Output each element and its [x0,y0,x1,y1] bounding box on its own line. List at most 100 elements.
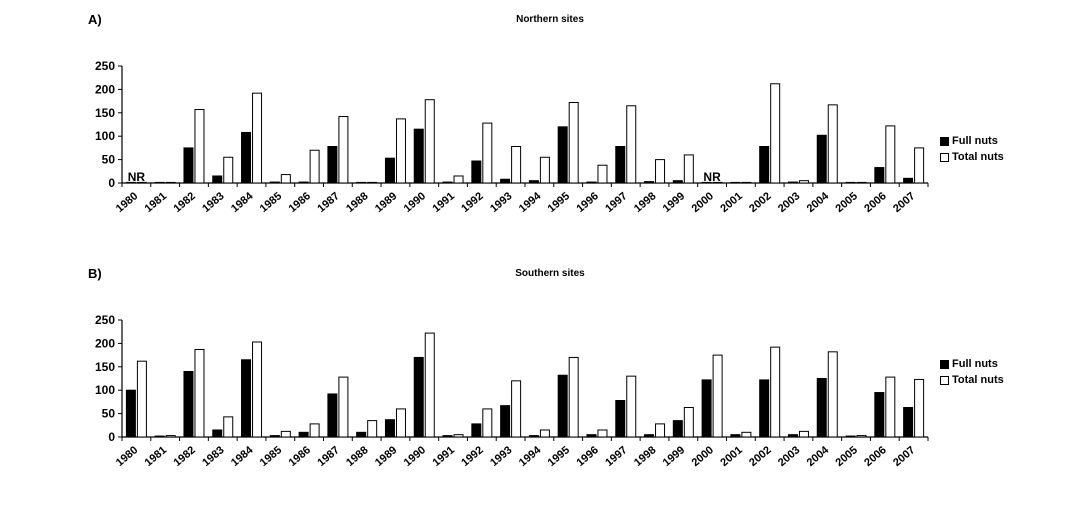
bar-total-nuts [223,156,234,184]
panel-northern-sites: A) Northern sites 0 50 100 150 200 250 1980 198… [88,12,1004,215]
x-tick-label: 1991 [430,444,456,469]
x-tick-label: 1997 [603,444,629,469]
legend-item-total: Total nuts [940,149,1004,165]
bar-full-nuts [269,181,280,184]
legend-swatch-total [940,152,949,162]
x-tick-label: 1996 [574,190,600,215]
x-tick-label: 1988 [344,444,370,469]
legend-item-full: Full nuts [940,356,1004,372]
x-tick-label: 1999 [661,190,687,215]
x-tick-label: 1987 [315,444,341,469]
bar-full-nuts [384,419,395,438]
bar-full-nuts [701,181,712,184]
bar-total-nuts [511,380,522,438]
bar-total-nuts [712,354,723,438]
bar-total-nuts [424,332,435,438]
bar-full-nuts [586,181,597,184]
bar-full-nuts [154,181,165,184]
x-tick-label: 2005 [833,444,859,469]
bar-full-nuts [874,167,885,184]
bar-full-nuts [125,181,136,184]
legend-label-total: Total nuts [952,374,1004,386]
bar-total-nuts [395,408,406,438]
bar-total-nuts [712,181,723,184]
bar-full-nuts [903,407,914,438]
bar-full-nuts [787,434,798,438]
bar-full-nuts [615,399,626,438]
bar-full-nuts [845,435,856,438]
x-tick-label: 1992 [459,190,485,215]
x-tick-label: 1997 [603,190,629,215]
bar-total-nuts [539,156,550,184]
y-tick-label: 150 [95,106,115,120]
bar-full-nuts [787,181,798,184]
bar-full-nuts [183,147,194,184]
bar-total-nuts [165,181,176,184]
bar-total-nuts [655,159,666,184]
bar-total-nuts [741,431,752,438]
bar-full-nuts [816,378,827,438]
bar-total-nuts [597,164,608,184]
bar-full-nuts [413,356,424,438]
bar-full-nuts [816,134,827,184]
bar-total-nuts [655,423,666,438]
x-tick-label: 1989 [373,190,399,215]
bar-total-nuts [280,174,291,184]
bar-full-nuts [557,374,568,438]
x-tick-label: 1998 [632,444,658,469]
bar-full-nuts [730,434,741,438]
x-tick-label: 1984 [229,444,256,469]
panel-southern-sites: B) Southern sites 0 50 100 150 200 250 1980 198… [0,254,1084,508]
bar-full-nuts [672,420,683,438]
bar-full-nuts [241,131,252,184]
bar-total-nuts [309,423,320,438]
bar-total-nuts [885,125,896,184]
x-tick-label: 1993 [488,444,514,469]
bar-total-nuts [367,181,378,184]
legend-item-full: Full nuts [940,133,1004,149]
bar-full-nuts [586,434,597,438]
x-tick-label: 1994 [517,190,544,215]
x-tick-label: 2004 [805,444,832,469]
bar-total-nuts [827,351,838,438]
bar-full-nuts [384,157,395,184]
bar-total-nuts [914,378,925,438]
bar-full-nuts [903,177,914,184]
bar-full-nuts [500,405,511,438]
bar-total-nuts [453,434,464,438]
y-tick-label: 0 [108,176,115,190]
bar-full-nuts [269,435,280,438]
bar-total-nuts [424,99,435,184]
bar-total-nuts [741,181,752,184]
annotation-nr: NR [128,170,146,184]
x-tick-label: 2002 [747,444,773,469]
x-tick-label: 1998 [632,190,658,215]
bar-full-nuts [442,435,453,438]
bar-full-nuts [413,128,424,184]
chart-title: Southern sites [515,268,585,279]
bar-full-nuts [500,178,511,184]
x-tick-label: 1982 [171,190,197,215]
bar-full-nuts [298,181,309,184]
y-tick-label: 250 [95,313,115,327]
x-tick-label: 2001 [718,190,744,215]
x-tick-label: 1995 [546,190,572,215]
bar-total-nuts [223,416,234,438]
legend-swatch-full [940,359,949,369]
bar-full-nuts [874,392,885,438]
bar-total-nuts [136,360,147,438]
bar-full-nuts [557,126,568,184]
bar-total-nuts [511,145,522,184]
y-tick-label: 50 [102,153,116,167]
bar-total-nuts [798,180,809,184]
x-tick-label: 1988 [344,190,370,215]
y-tick-label: 250 [95,59,115,73]
bar-full-nuts [241,359,252,438]
bar-total-nuts [165,435,176,438]
bar-total-nuts [597,429,608,438]
panel-label: A) [88,12,102,27]
bar-total-nuts [827,104,838,184]
bar-full-nuts [528,435,539,438]
x-tick-label: 2004 [805,190,832,215]
